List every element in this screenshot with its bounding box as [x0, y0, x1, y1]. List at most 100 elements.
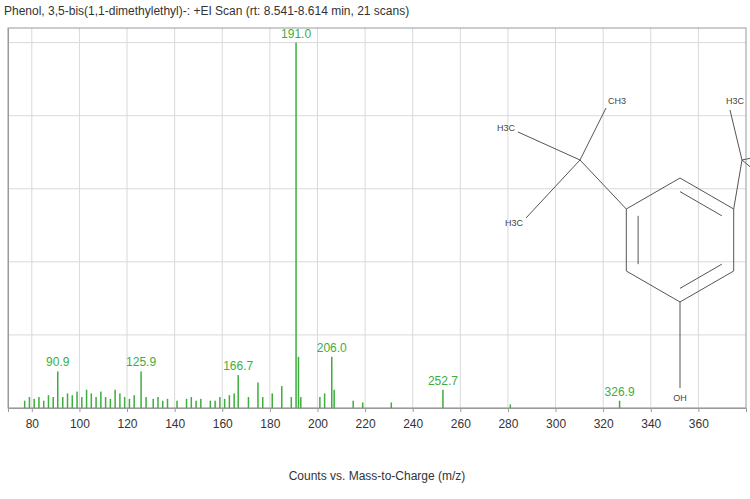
peak	[33, 399, 35, 408]
peak	[186, 399, 188, 408]
x-tick-mark	[79, 408, 80, 412]
peak	[124, 397, 126, 408]
grid-line	[412, 28, 413, 408]
peak	[257, 382, 259, 408]
peak	[81, 397, 83, 408]
bond	[626, 209, 627, 271]
peak	[67, 393, 69, 408]
x-tick-mark	[32, 408, 33, 412]
x-tick-mark	[317, 408, 318, 412]
peak-label: 206.0	[317, 341, 347, 355]
x-tick-label: 200	[308, 417, 328, 431]
peak	[162, 401, 164, 408]
bond	[580, 108, 606, 160]
x-tick-label: 240	[403, 417, 423, 431]
x-tick-label: 100	[70, 417, 90, 431]
x-axis-line	[9, 409, 747, 413]
plot-frame	[8, 28, 746, 408]
bond	[626, 271, 680, 302]
grid-line	[222, 28, 223, 408]
x-tick: 360	[689, 408, 709, 431]
peak-labels: 90.9125.9166.7191.0206.0252.7326.9	[46, 27, 635, 399]
grid-line	[8, 334, 746, 335]
grid-line	[650, 28, 651, 408]
x-tick-mark	[460, 408, 461, 412]
bond	[680, 302, 681, 388]
grid-line	[8, 261, 746, 262]
x-tick-mark	[698, 408, 699, 412]
peak	[62, 397, 64, 408]
x-tick: 80	[26, 408, 40, 431]
x-tick-label: 80	[26, 417, 40, 431]
title: Phenol, 3,5-bis(1,1-dimethylethyl)-: +EI…	[4, 4, 409, 18]
peak	[157, 397, 159, 408]
grid	[8, 28, 746, 408]
peaks	[24, 43, 620, 408]
bond	[526, 160, 580, 218]
x-tick-mark	[175, 408, 176, 412]
x-tick: 180	[260, 408, 280, 431]
x-tick-label: 280	[498, 417, 518, 431]
peak	[105, 397, 107, 408]
grid-line	[127, 28, 128, 408]
grid-line	[460, 28, 461, 408]
x-tick-label: 120	[118, 417, 138, 431]
peak	[391, 403, 393, 408]
peak	[229, 395, 231, 408]
grid-line	[555, 28, 556, 408]
bond	[680, 264, 722, 288]
peak	[114, 390, 116, 408]
peak	[237, 375, 239, 408]
grid-line	[8, 188, 746, 189]
peak	[298, 357, 300, 408]
peak-label: 326.9	[605, 385, 635, 399]
peak	[319, 397, 321, 408]
peak	[219, 397, 221, 408]
peak	[300, 397, 302, 408]
x-tick-mark	[365, 408, 366, 412]
peak	[210, 401, 212, 408]
x-tick-label: 220	[356, 417, 376, 431]
peak	[57, 371, 59, 408]
peak	[100, 392, 102, 408]
peak	[76, 392, 78, 408]
peak	[145, 397, 147, 408]
peak	[272, 393, 274, 408]
peak	[362, 403, 364, 408]
grid-line	[79, 28, 80, 408]
x-tick: 160	[213, 408, 233, 431]
x-tick-mark	[508, 408, 509, 412]
x-tick: 120	[118, 408, 138, 431]
x-tick-label: 160	[213, 417, 233, 431]
atom-label: OH	[673, 393, 687, 403]
bond	[742, 160, 750, 200]
peak-label: 90.9	[46, 355, 70, 369]
bond	[742, 150, 750, 160]
x-tick-mark	[222, 408, 223, 412]
x-tick-mark	[270, 408, 271, 412]
x-tick: 200	[308, 408, 328, 431]
atom-label: H3C	[497, 123, 516, 133]
grid-line	[8, 115, 746, 116]
x-axis-title: Counts vs. Mass-to-Charge (m/z)	[289, 469, 466, 483]
x-tick: 300	[546, 408, 566, 431]
peak-label: 191.0	[281, 27, 311, 41]
x-tick-mark	[127, 408, 128, 412]
x-tick: 340	[641, 408, 661, 431]
peak	[352, 401, 354, 408]
grid-line	[8, 42, 746, 43]
x-tick-label: 140	[165, 417, 185, 431]
x-tick-label: 320	[594, 417, 614, 431]
peak	[233, 393, 235, 408]
peak	[72, 395, 74, 408]
x-tick: 260	[451, 408, 471, 431]
peak-label: 125.9	[126, 355, 156, 369]
peak	[176, 401, 178, 408]
atom-label: H3C	[505, 218, 524, 228]
peak	[152, 399, 154, 408]
peak	[619, 401, 621, 408]
peak	[43, 401, 45, 408]
bond	[518, 132, 580, 160]
peak	[119, 393, 121, 408]
atom-label: H3C	[726, 96, 745, 106]
